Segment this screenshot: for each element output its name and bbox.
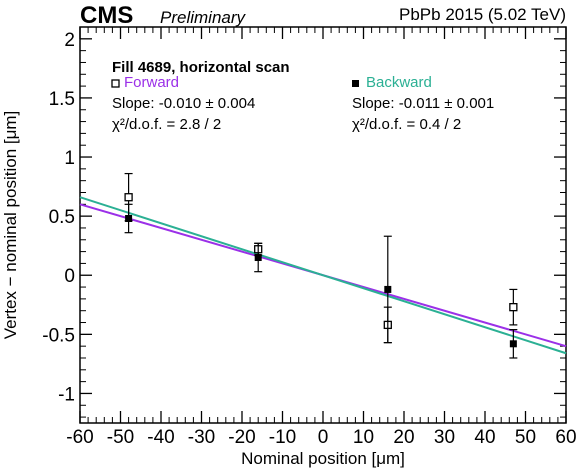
x-tick-label: 40 [474,427,495,448]
forward-chi2: χ²/d.o.f. = 2.8 / 2 [112,116,221,133]
x-axis-title: Nominal position [μm] [241,449,405,468]
x-tick-label: -40 [147,427,174,448]
x-tick-label: -20 [228,427,255,448]
legend-backward: Backward Slope: -0.011 ± 0.001 χ²/d.o.f.… [352,74,494,133]
x-tick-label: 20 [393,427,414,448]
data-points [124,172,518,359]
y-axis: 2 1.5 1 0.5 0 -0.5 -1 [42,30,566,418]
y-tick-label: -1 [58,384,75,405]
x-tick-label: 50 [515,427,536,448]
forward-data-point [124,193,133,202]
forward-legend-label: Forward [124,74,179,91]
y-axis-title: Vertex − nominal position [μm] [1,111,20,340]
x-axis: -60 -50 -40 -30 -20 -10 0 10 20 30 40 50 60 [66,27,577,448]
backward-marker-icon [352,80,359,87]
y-tick-label: 1 [64,148,75,169]
y-tick-label: 2 [64,30,75,51]
x-tick-label: -10 [269,427,296,448]
backward-data-point [125,214,133,222]
x-tick-label: 60 [555,427,576,448]
forward-marker-icon [111,79,120,88]
fit-lines [79,196,567,355]
backward-slope: Slope: -0.011 ± 0.001 [352,95,494,112]
forward-data-point [509,303,518,312]
x-tick-label: -60 [66,427,93,448]
y-tick-label: 0.5 [49,207,75,228]
forward-slope: Slope: -0.010 ± 0.004 [112,95,255,112]
y-tick-label: 1.5 [49,89,75,110]
backward-legend-label: Backward [366,74,432,91]
backward-data-point [509,340,517,348]
dataset-label: PbPb 2015 (5.02 TeV) [399,5,566,24]
x-tick-label: 0 [318,427,329,448]
y-tick-label: 0 [64,266,75,287]
x-tick-label: -30 [188,427,215,448]
backward-data-point [254,254,262,262]
x-tick-label: -50 [107,427,134,448]
x-tick-label: 10 [353,427,374,448]
backward-data-point [384,285,392,293]
status-label: Preliminary [160,8,247,27]
legend-forward: Forward Slope: -0.010 ± 0.004 χ²/d.o.f. … [111,74,255,133]
backward-fit-line [79,196,567,355]
y-tick-label: -0.5 [42,325,75,346]
backward-chi2: χ²/d.o.f. = 0.4 / 2 [352,116,461,133]
experiment-label: CMS [80,2,133,29]
fill-annotation: Fill 4689, horizontal scan [112,59,290,76]
x-tick-label: 30 [434,427,455,448]
